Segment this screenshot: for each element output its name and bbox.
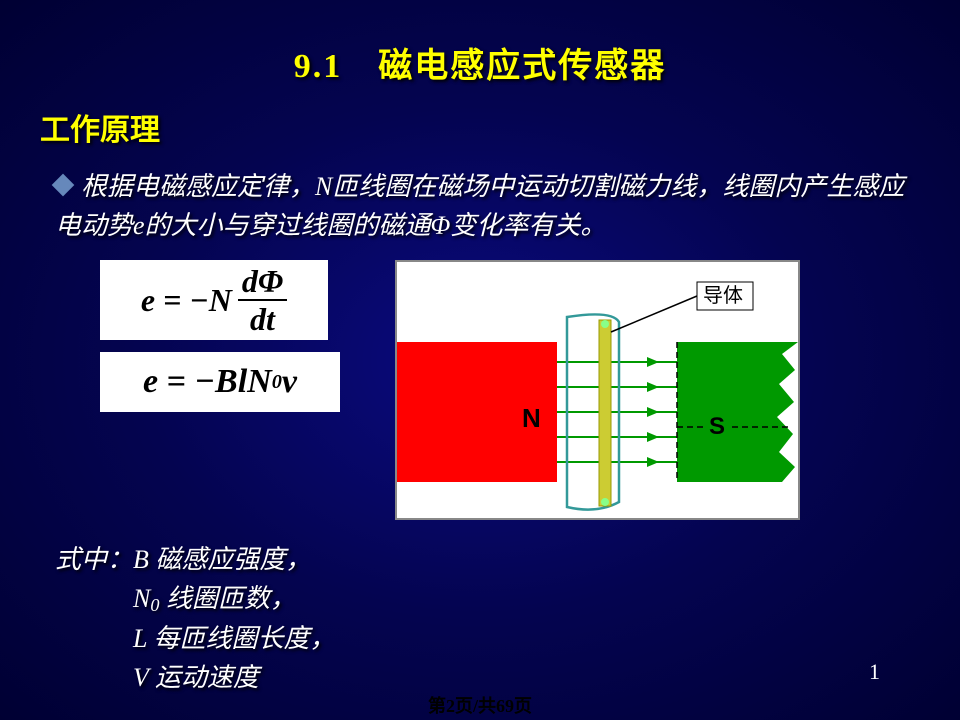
body-paragraph: 根据电磁感应定律，N匝线圈在磁场中运动切割磁力线，线圈内产生感应电动势e的大小与… (55, 167, 905, 245)
formula-2-suffix: ν (282, 363, 297, 401)
section-subtitle: 工作原理 (40, 105, 960, 149)
legend-line-3: L 每匝线圈长度， (133, 619, 960, 658)
diagram-svg: N S 导体 (397, 262, 798, 518)
bullet-icon (52, 174, 75, 197)
page-title: 9.1 磁电感应式传感器 (0, 0, 960, 87)
formula-1-numerator: dΦ (238, 265, 287, 301)
legend: 式中：B 磁感应强度， N0 线圈匝数， L 每匝线圈长度， V 运动速度 (55, 540, 960, 697)
formula-2: e = −BlN0ν (100, 352, 340, 412)
magnet-n-label: N (522, 403, 541, 433)
formula-column: e = −N dΦ dt e = −BlN0ν (100, 260, 340, 520)
legend-line-2: N0 线圈匝数， (133, 579, 960, 619)
formula-2-sub: 0 (272, 371, 282, 394)
formula-2-prefix: e = −BlN (143, 363, 272, 401)
formula-1-denominator: dt (250, 301, 275, 335)
content-row: e = −N dΦ dt e = −BlN0ν (0, 260, 960, 520)
diagram: N S 导体 (395, 260, 800, 520)
paragraph-text: 根据电磁感应定律，N匝线圈在磁场中运动切割磁力线，线圈内产生感应电动势e的大小与… (55, 172, 904, 240)
legend-l2-prefix: N (133, 584, 150, 613)
slide-number: 1 (869, 659, 880, 685)
legend-l2-suffix: 线圈匝数， (159, 584, 296, 613)
formula-1-fraction: dΦ dt (238, 265, 287, 335)
conductor-label: 导体 (703, 284, 743, 307)
formula-1: e = −N dΦ dt (100, 260, 328, 340)
page-footer: 第2页/共69页 (0, 692, 960, 718)
conductor-bar (599, 320, 611, 506)
legend-line-1: 式中：B 磁感应强度， (55, 540, 960, 579)
formula-1-lhs: e = −N (141, 282, 232, 319)
magnet-s (677, 342, 798, 482)
magnet-s-label: S (709, 413, 725, 440)
